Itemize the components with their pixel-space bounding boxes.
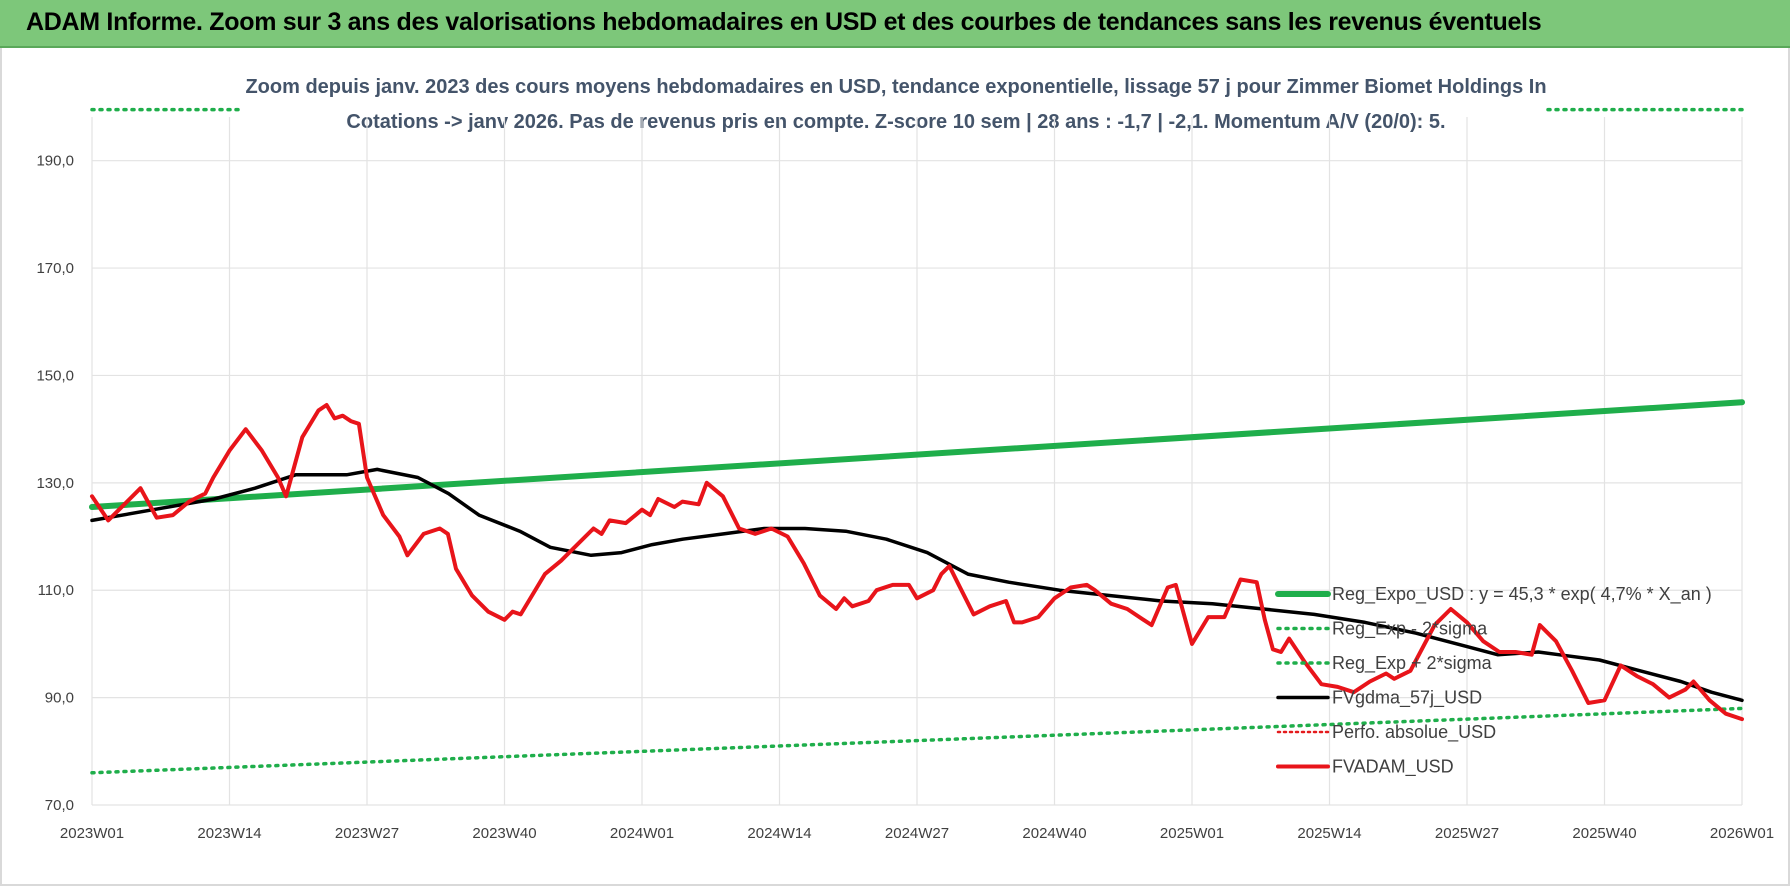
series-lines bbox=[89, 107, 1745, 775]
x-tick-label: 2024W27 bbox=[885, 825, 949, 842]
legend-label: FVgdma_57j_USD bbox=[1332, 688, 1482, 709]
y-tick-label: 150,0 bbox=[36, 367, 74, 384]
x-tick-label: 2023W40 bbox=[472, 825, 536, 842]
legend-label: Perfo. absolue_USD bbox=[1332, 722, 1496, 743]
x-tick-label: 2024W14 bbox=[747, 825, 811, 842]
series-fvadam-line bbox=[90, 403, 1744, 722]
legend-label: Reg_Exp + 2*sigma bbox=[1332, 653, 1493, 674]
x-tick-label: 2026W01 bbox=[1710, 825, 1774, 842]
legend-label: Reg_Expo_USD : y = 45,3 * exp( 4,7% * X_… bbox=[1332, 584, 1712, 605]
page-title: ADAM Informe. Zoom sur 3 ans des valoris… bbox=[26, 8, 1542, 36]
y-tick-label: 170,0 bbox=[36, 260, 74, 277]
y-axis-ticks: 70,0 90,0 110,0 130,0 150,0 170,0 190,0 bbox=[36, 153, 74, 814]
x-tick-label: 2025W14 bbox=[1297, 825, 1361, 842]
series-reg-minus-2sigma-line bbox=[90, 706, 1744, 775]
x-tick-label: 2024W01 bbox=[610, 825, 674, 842]
legend-label: Reg_Exp - 2*sigma bbox=[1332, 619, 1488, 640]
y-tick-label: 110,0 bbox=[38, 582, 74, 599]
x-tick-label: 2025W40 bbox=[1572, 825, 1636, 842]
x-axis-ticks: 2023W01 2023W14 2023W27 2023W40 2024W01 2024W… bbox=[60, 825, 1774, 842]
x-tick-label: 2025W01 bbox=[1160, 825, 1224, 842]
y-tick-label: 90,0 bbox=[45, 690, 74, 707]
x-tick-label: 2023W14 bbox=[197, 825, 261, 842]
x-tick-label: 2023W01 bbox=[60, 825, 124, 842]
grid bbox=[91, 117, 1743, 806]
legend: Reg_Expo_USD : y = 45,3 * exp( 4,7% * X_… bbox=[1275, 584, 1712, 778]
x-tick-label: 2023W27 bbox=[335, 825, 399, 842]
header-banner: ADAM Informe. Zoom sur 3 ans des valoris… bbox=[0, 0, 1790, 48]
legend-label: FVADAM_USD bbox=[1332, 757, 1454, 778]
y-tick-label: 190,0 bbox=[36, 153, 74, 170]
y-tick-label: 70,0 bbox=[45, 797, 74, 814]
chart-subtitle-line-2: Cotations -> janv 2026. Pas de revenus p… bbox=[346, 111, 1445, 133]
x-tick-label: 2024W40 bbox=[1022, 825, 1086, 842]
series-reg-expo-line bbox=[89, 399, 1745, 510]
y-tick-label: 130,0 bbox=[36, 475, 74, 492]
x-tick-label: 2025W27 bbox=[1435, 825, 1499, 842]
chart-subtitle-line-1: Zoom depuis janv. 2023 des cours moyens … bbox=[245, 76, 1546, 98]
